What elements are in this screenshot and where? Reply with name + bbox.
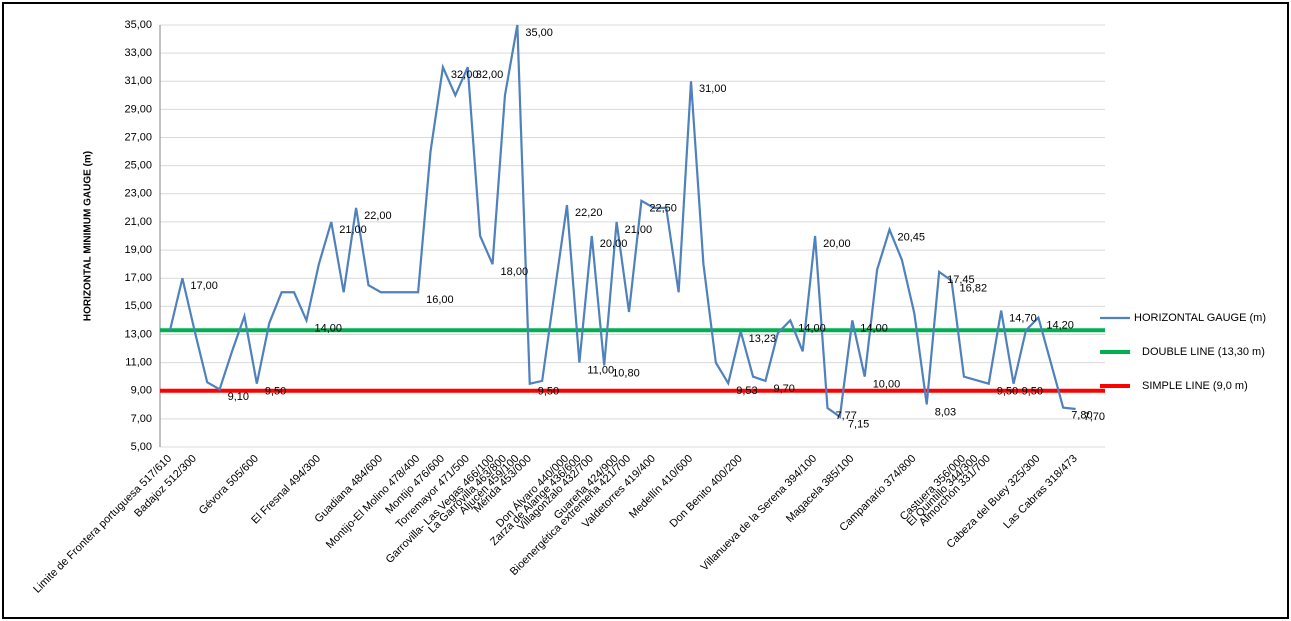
y-tick-label: 27,00	[124, 131, 152, 143]
y-tick-label: 33,00	[124, 47, 152, 59]
data-label: 10,00	[873, 379, 901, 391]
data-label: 20,00	[823, 238, 851, 250]
data-label: 9,50	[538, 386, 559, 398]
data-label: 7,15	[848, 419, 869, 431]
y-tick-label: 19,00	[124, 244, 152, 256]
legend-label: DOUBLE LINE (13,30 m)	[1142, 346, 1265, 358]
data-label: 16,82	[960, 283, 988, 295]
data-label: 14,00	[314, 322, 342, 334]
y-tick-label: 31,00	[124, 75, 152, 87]
data-label: 9,50	[265, 386, 286, 398]
y-tick-label: 13,00	[124, 328, 152, 340]
data-label: 31,00	[699, 83, 727, 95]
y-tick-label: 17,00	[124, 272, 152, 284]
data-label: 10,80	[612, 367, 640, 379]
data-label: 7,80	[1071, 410, 1092, 422]
data-label: 21,00	[339, 224, 367, 236]
y-tick-label: 35,00	[124, 19, 152, 31]
data-label: 9,70	[773, 383, 794, 395]
data-label: 14,00	[860, 322, 888, 334]
data-label: 7,77	[835, 410, 856, 422]
data-label: 16,00	[426, 294, 454, 306]
data-label: 18,00	[501, 266, 529, 278]
y-tick-label: 9,00	[131, 385, 152, 397]
data-label: 17,00	[190, 280, 218, 292]
data-label: 7,70	[1084, 411, 1105, 423]
data-label: 32,00	[476, 69, 504, 81]
data-line	[168, 24, 1076, 419]
data-label: 20,00	[600, 238, 628, 250]
y-tick-label: 15,00	[124, 300, 152, 312]
legend-label: HORIZONTAL GAUGE (m)	[1134, 312, 1266, 324]
data-label: 35,00	[525, 27, 553, 39]
data-label: 9,50	[1022, 386, 1043, 398]
data-label: 22,50	[649, 203, 677, 215]
y-tick-label: 23,00	[124, 188, 152, 200]
data-label: 9,53	[736, 385, 757, 397]
y-tick-label: 25,00	[124, 160, 152, 172]
y-tick-label: 29,00	[124, 103, 152, 115]
data-label: 14,00	[798, 322, 826, 334]
y-tick-label: 11,00	[125, 357, 152, 369]
y-tick-label: 21,00	[124, 216, 152, 228]
data-label: 17,45	[947, 274, 975, 286]
data-label: 14,20	[1046, 319, 1074, 331]
data-label: 11,00	[587, 365, 614, 377]
data-label: 9,10	[228, 391, 249, 403]
legend-label: SIMPLE LINE (9,0 m)	[1142, 380, 1248, 392]
data-label: 22,20	[575, 207, 603, 219]
data-label: 20,45	[898, 232, 926, 244]
data-label: 22,00	[364, 210, 392, 222]
data-label: 9,50	[997, 386, 1018, 398]
data-label: 21,00	[625, 224, 653, 236]
y-tick-label: 5,00	[131, 441, 152, 453]
data-label: 32,00	[451, 69, 479, 81]
data-label: 8,03	[935, 406, 956, 418]
data-label: 13,23	[749, 333, 777, 345]
data-label: 14,70	[1009, 312, 1037, 324]
y-axis-title: HORIZONTAL MINIMUM GAUGE (m)	[83, 151, 94, 321]
y-tick-label: 7,00	[131, 413, 152, 425]
